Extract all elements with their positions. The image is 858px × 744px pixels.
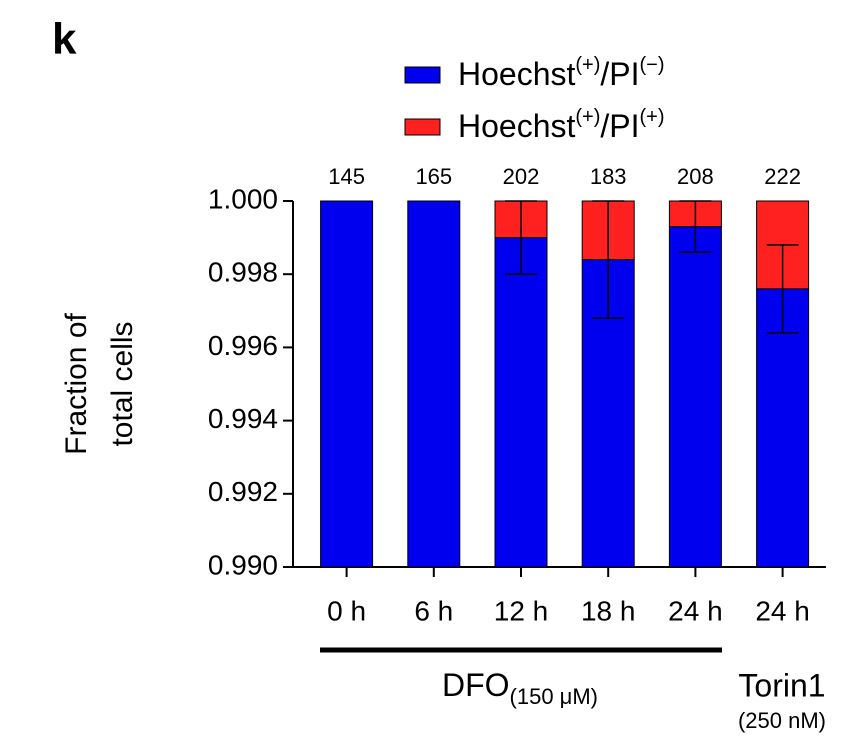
y-tick-label: 0.996 xyxy=(208,330,278,361)
bar-segment xyxy=(320,200,374,568)
bar-segment xyxy=(756,288,810,568)
error-bar xyxy=(505,200,537,275)
error-bar xyxy=(766,244,799,334)
group-sublabel: (250 nM) xyxy=(738,708,826,733)
y-axis-label: Fraction of xyxy=(60,312,93,454)
y-axis-label: total cells xyxy=(106,321,139,446)
x-tick-label: 24 h xyxy=(668,595,723,626)
y-tick-label: 0.994 xyxy=(208,403,278,434)
n-label: 183 xyxy=(590,164,627,189)
bar-segment xyxy=(494,237,548,568)
n-label: 202 xyxy=(503,164,540,189)
panel-label: k xyxy=(52,15,77,64)
legend-swatch xyxy=(404,118,441,136)
x-tick-label: 18 h xyxy=(581,595,636,626)
group-label: DFO(150 μM) xyxy=(442,667,598,708)
x-tick-label: 24 h xyxy=(755,595,810,626)
group-label: DFO xyxy=(442,667,510,703)
group-sublabel: (150 μM) xyxy=(510,684,598,709)
x-tick-label: 6 h xyxy=(414,595,453,626)
n-label: 165 xyxy=(415,164,452,189)
bar-segment xyxy=(407,200,461,568)
error-bar xyxy=(592,200,625,319)
x-tick-label: 0 h xyxy=(327,595,366,626)
y-tick-label: 0.990 xyxy=(208,549,278,580)
legend-swatch xyxy=(404,66,441,84)
bar-segment xyxy=(668,226,722,568)
y-tick-label: 1.000 xyxy=(208,183,278,214)
y-tick-label: 0.998 xyxy=(208,257,278,288)
n-label: 208 xyxy=(677,164,714,189)
error-bar xyxy=(679,200,712,253)
legend-label: Hoechst(+)/PI(−) xyxy=(458,54,665,92)
n-label: 145 xyxy=(328,164,365,189)
n-label: 222 xyxy=(764,164,801,189)
x-tick-label: 12 h xyxy=(494,595,549,626)
group-label: Torin1 xyxy=(738,667,825,703)
y-tick-label: 0.992 xyxy=(208,476,278,507)
legend-label: Hoechst(+)/PI(+) xyxy=(458,106,665,144)
